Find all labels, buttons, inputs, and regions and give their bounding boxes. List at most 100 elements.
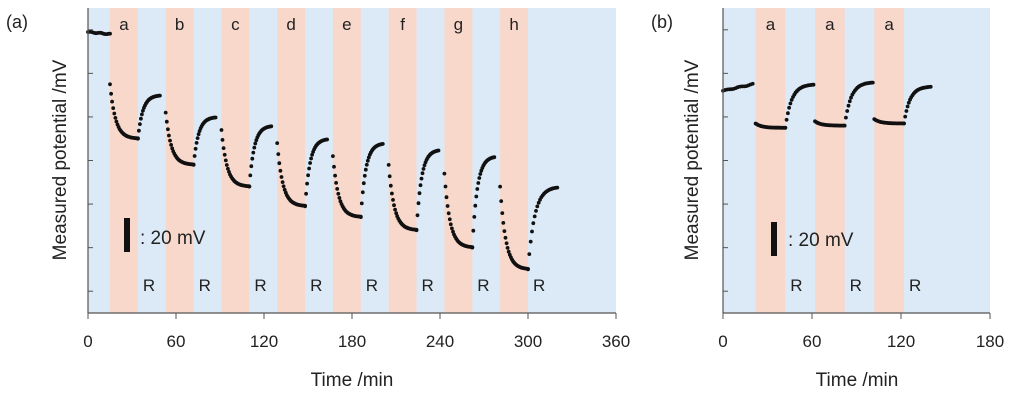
panel-a-data-point [226, 166, 230, 171]
panel-b-data-point [784, 117, 789, 122]
panel-a-recovery-label: R [310, 276, 322, 295]
panel-a-data-point [531, 221, 536, 226]
panel-a-data-point [336, 191, 341, 196]
panel-a-data-point [422, 163, 427, 168]
panel-a-labels: a Rb Rc Rd Re Rf Rg Rh R 0 60 120 180 240 300 360 [83, 15, 630, 351]
panel-b-data-point [849, 95, 853, 100]
panel-b-exposure-band [814, 8, 845, 313]
panel-a-data-point [475, 187, 480, 191]
panel-b-x-tick-label: 180 [976, 332, 1004, 351]
panel-a-data-point [421, 167, 426, 171]
panel-a-data-point [111, 106, 116, 110]
panel-a-data-point [365, 158, 370, 163]
panel-b-data-point [787, 105, 791, 110]
panel-a-band-label: b [175, 15, 184, 34]
panel-a-data-point [474, 194, 479, 199]
panel-b-label: (b) [651, 12, 673, 32]
panel-b-x-tick-label: 0 [718, 332, 727, 351]
panel-a-data-point [387, 174, 392, 179]
panel-a-data-point [504, 241, 509, 246]
panel-b-y-axis-title: Measured potential /mV [682, 59, 703, 260]
panel-a-data-point [361, 181, 366, 186]
panel-a-data-point [419, 176, 424, 181]
panel-a-data-point [446, 211, 451, 216]
panel-a-data-point [505, 246, 510, 250]
panel-a-data-point [499, 199, 504, 204]
panel-a-data-point [169, 143, 174, 147]
panel-a-data-point [279, 175, 284, 179]
panel-a-data-point [362, 173, 367, 178]
panel-a-scale-label: : 20 mV [140, 228, 206, 249]
panel-b-data-point [844, 115, 848, 120]
panel-a-data-point [503, 235, 508, 240]
panel-a-data-point [417, 191, 422, 196]
panel-a-x-tick-label: 240 [426, 332, 454, 351]
panel-a-data-point [192, 154, 197, 158]
panel-a-x-tick-label: 300 [514, 332, 542, 351]
panel-b-band-label: a [884, 15, 894, 34]
panel-a-data-point [442, 171, 447, 176]
panel-b-band-label: a [766, 15, 776, 34]
panel-b-data-point [750, 81, 755, 86]
panel-a-exposure-band [277, 8, 306, 313]
panel-b-data-point [788, 101, 793, 106]
panel-b-x-tick-label: 60 [803, 332, 822, 351]
panel-a-data-point [476, 181, 481, 185]
panel-a-data-point [447, 217, 452, 222]
panel-a-data-point [380, 142, 385, 146]
panel-a-data-point [137, 128, 141, 133]
panel-a-data-point [308, 161, 312, 165]
panel-a-data-point [392, 203, 396, 208]
panel-b-data-point [904, 109, 909, 113]
panel-a-data-point [501, 221, 506, 225]
panel-a-scale-bar [124, 218, 130, 252]
panel-b-data-points [721, 80, 933, 130]
panel-a-data-point [416, 201, 421, 206]
panel-a-data-point [310, 152, 314, 157]
panel-a-data-point [332, 164, 336, 169]
panel-a-data-point [220, 138, 225, 142]
panel-a-data-point [194, 141, 199, 145]
panel-a-band-label: h [509, 15, 518, 34]
panel-a-x-tick-label: 360 [602, 332, 630, 351]
panel-b-data-point [902, 121, 906, 126]
panel-a-data-point [252, 145, 257, 150]
panel-a-data-point [393, 207, 397, 212]
panel-b-x-axis-title: Time /min [816, 370, 899, 391]
panel-b-data-point [842, 123, 847, 128]
panel-a-data-point [282, 187, 287, 192]
panel-a-data-point [502, 229, 507, 234]
panel-a-recovery-label: R [143, 276, 155, 295]
panel-a-data-point [363, 167, 368, 172]
panel-a-data-point [170, 146, 175, 151]
panel-a-data-point [193, 146, 198, 151]
panel-a-data-point [140, 112, 144, 117]
panel-a-data-point [334, 181, 338, 185]
panel-a-data-point [168, 138, 172, 143]
panel-b-data-point [905, 104, 910, 109]
panel-b-recovery-label: R [909, 276, 921, 295]
panel-b-data-point [870, 80, 875, 85]
panel-a-data-point [492, 155, 497, 160]
panel-a-data-point [109, 91, 113, 96]
panel-a-data-point [534, 209, 538, 213]
panel-b-data-point [786, 111, 790, 116]
panel-b-data-point [783, 125, 788, 130]
panel-b-exposure-bands [755, 8, 904, 313]
panel-a-data-point [555, 185, 560, 190]
panel-a-data-point [415, 213, 420, 218]
panel-a-recovery-label: R [366, 276, 378, 295]
panel-a-data-point [304, 191, 308, 196]
panel-a-data-point [164, 119, 169, 124]
panel-a-data-point [249, 164, 254, 169]
panel-a-exposure-bands [110, 8, 528, 313]
panel-a-band-label: d [286, 15, 295, 34]
panel-a-data-point [391, 198, 395, 202]
panel-a-x-tick-label: 180 [338, 332, 366, 351]
panel-a-data-point [335, 187, 340, 191]
panel-a-data-point [530, 229, 534, 234]
panel-b-exposure-band [874, 8, 904, 313]
panel-a-data-point [331, 154, 335, 159]
panel-b-data-point [847, 99, 852, 104]
panel-a-data-point [325, 137, 329, 142]
